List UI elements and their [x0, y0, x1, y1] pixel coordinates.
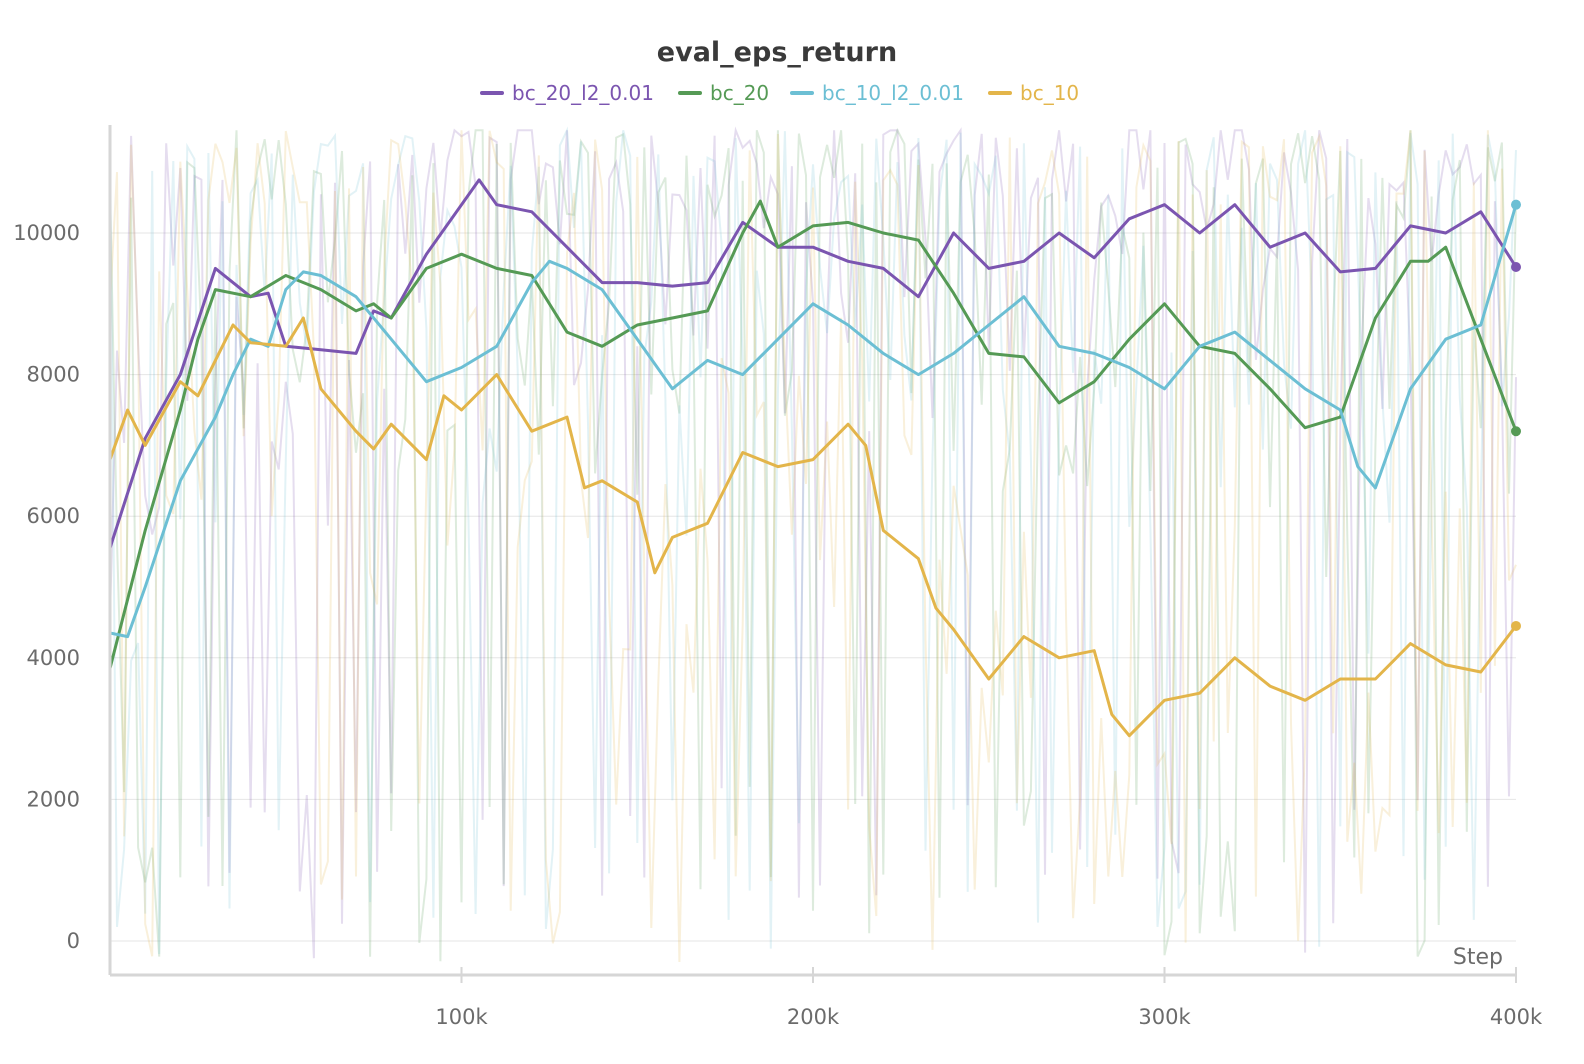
series-line — [108, 178, 1518, 549]
y-tick-label: 4000 — [27, 646, 80, 670]
grid-lines — [110, 232, 1516, 942]
raw-series-layer — [109, 126, 1517, 963]
x-tick-label: 400k — [1490, 1005, 1543, 1029]
raw-series-line — [109, 127, 1517, 962]
raw-series-line — [109, 126, 1517, 955]
series-end-point — [1511, 199, 1521, 210]
series-layer — [108, 178, 1521, 738]
raw-series-line — [109, 130, 1517, 963]
y-tick-label: 8000 — [27, 363, 80, 387]
y-tick-label: 6000 — [27, 504, 80, 528]
raw-series-line — [109, 126, 1517, 959]
series-line — [108, 316, 1518, 738]
x-tick-label: 200k — [787, 1005, 840, 1029]
legend: bc_20_l2_0.01 bc_20 bc_10_l2_0.01 bc_10 — [480, 81, 1079, 105]
legend-label: bc_20 — [710, 81, 769, 105]
legend-label: bc_10 — [1020, 81, 1079, 105]
series-line — [109, 204, 1518, 639]
x-axis-label: Step — [1453, 945, 1503, 970]
x-tick-label: 300k — [1138, 1005, 1191, 1029]
series-end-point — [1511, 620, 1521, 631]
x-tick-label: 100k — [435, 1005, 488, 1029]
series-end-point — [1511, 261, 1521, 272]
series-line — [108, 199, 1518, 669]
legend-label: bc_20_l2_0.01 — [512, 81, 654, 105]
ticks: 0 2000 4000 6000 8000 10000 100k 200k 300k 400k — [13, 221, 1543, 1029]
y-tick-label: 2000 — [27, 787, 80, 811]
chart-title: eval_eps_return — [657, 37, 897, 68]
series-end-point — [1511, 426, 1521, 437]
legend-label: bc_10_l2_0.01 — [822, 81, 964, 105]
y-tick-label: 10000 — [13, 221, 80, 245]
y-tick-label: 0 — [67, 929, 80, 953]
